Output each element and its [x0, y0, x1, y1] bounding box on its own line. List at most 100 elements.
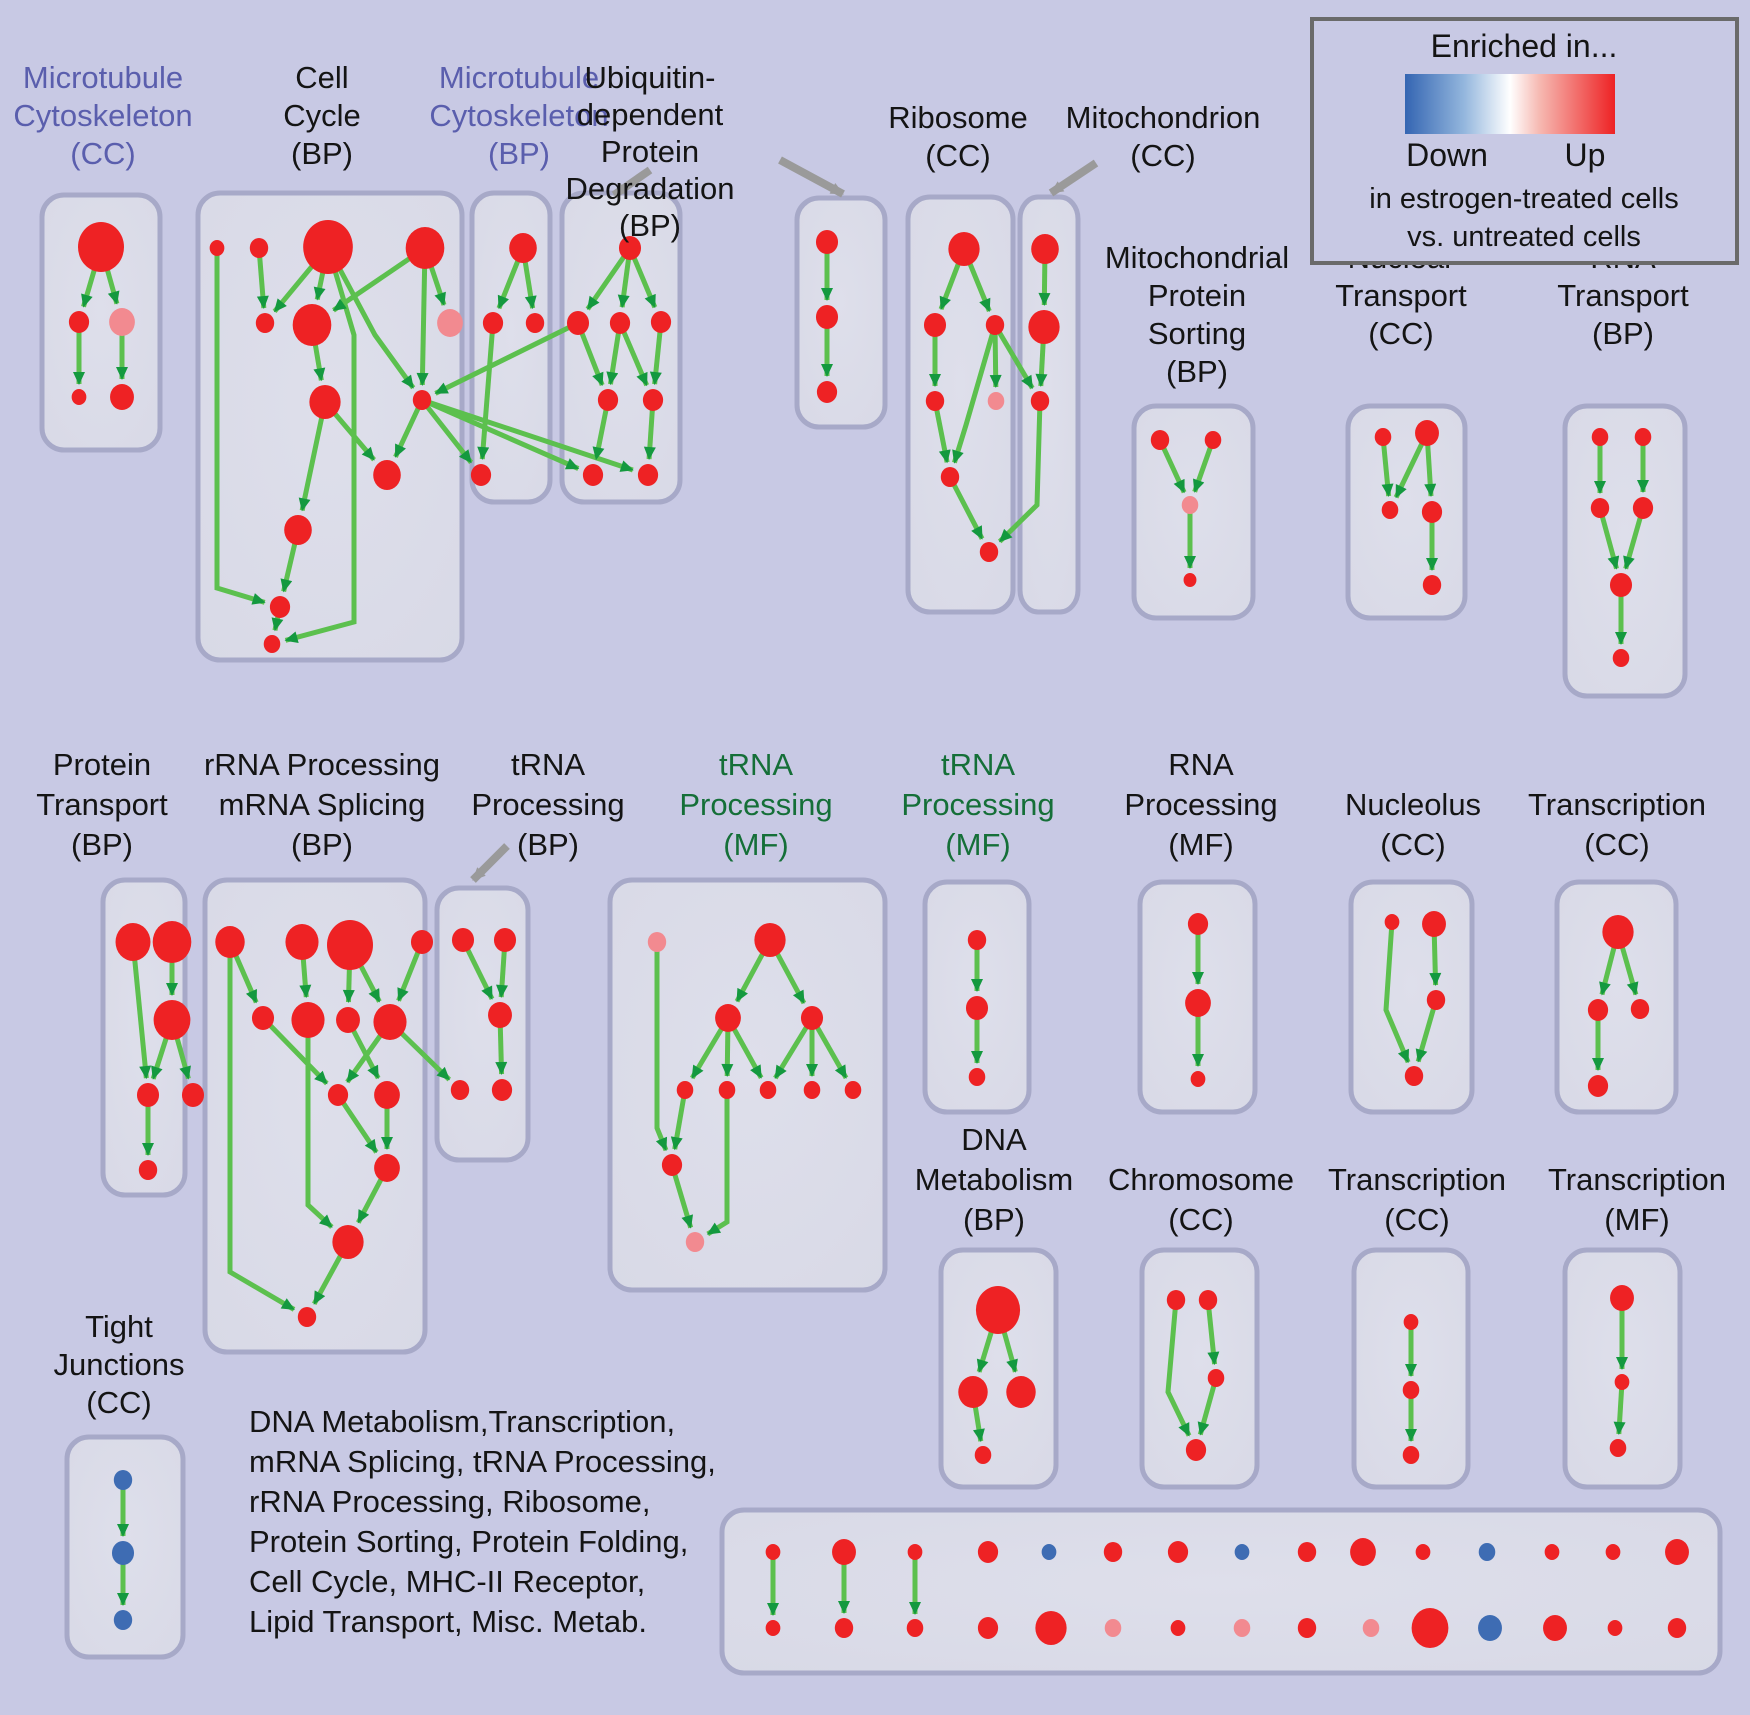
cluster-label-line: (CC) [1130, 138, 1195, 173]
go-term-node-red [1404, 1066, 1424, 1086]
go-term-node-red [136, 1083, 160, 1107]
go-term-node-pink [437, 309, 463, 337]
go-term-node-red [1402, 1381, 1420, 1399]
cluster-label-line: tRNA [719, 747, 793, 782]
cluster-label-dna-metabolism-bp: DNA Metabolism (BP) [915, 1122, 1074, 1237]
go-term-node-red [1150, 430, 1170, 450]
go-term-node-red [979, 542, 999, 562]
cluster-label-mitochondrion-cc: Mitochondrion (CC) [1066, 100, 1261, 173]
go-term-node-red [1350, 1538, 1376, 1566]
go-term-node-red [1167, 1541, 1189, 1563]
relation-edge [706, 1090, 730, 1237]
go-term-node-red [451, 928, 475, 952]
go-term-node-red [759, 1081, 777, 1099]
go-term-node-red [974, 1446, 992, 1464]
relation-edge [335, 1093, 379, 1154]
cluster-label-line: rRNA Processing [204, 747, 440, 782]
cluster-label-line: Microtubule [23, 60, 183, 95]
relation-edge [1380, 436, 1394, 498]
go-term-node-blue [113, 1470, 133, 1490]
relation-edge [325, 245, 416, 390]
go-term-node-red [209, 240, 225, 256]
cluster-label-line: Processing [1124, 787, 1277, 822]
relation-edge [773, 1016, 815, 1080]
cluster-label-line: (CC) [1584, 827, 1649, 862]
cluster-label-line: (BP) [488, 136, 550, 171]
cluster-label-line: (BP) [291, 827, 353, 862]
relation-edge [130, 941, 152, 1080]
go-term-node-red [1103, 1542, 1123, 1562]
cluster-label-line: (CC) [925, 138, 990, 173]
cluster-label-rrna-processing-mrna-splicing-bp: rRNA Processing mRNA Splicing (BP) [204, 747, 440, 862]
go-term-node-red [1030, 391, 1050, 411]
relation-edge [585, 246, 633, 311]
cluster-label-line: tRNA [941, 747, 1015, 782]
relation-edge [1165, 1299, 1192, 1437]
go-term-node-red [327, 920, 373, 970]
go-term-node-pink [1104, 1619, 1122, 1637]
cluster-label-line: (CC) [1368, 316, 1433, 351]
relation-edge [477, 322, 496, 461]
go-term-node-red [1185, 989, 1211, 1017]
go-term-node-red [1612, 649, 1630, 667]
go-term-node-red [251, 1006, 275, 1030]
go-term-node-red [269, 596, 291, 618]
go-term-node-red [609, 312, 631, 334]
go-term-node-red [249, 238, 269, 258]
go-term-node-red [985, 315, 1005, 335]
cluster-label-line: Cycle [283, 98, 361, 133]
cluster-box-chromosome [1139, 1247, 1260, 1490]
cluster-label-line: Transport [1335, 278, 1467, 313]
go-term-node-red [1031, 234, 1059, 264]
go-term-node-red [958, 1376, 988, 1408]
go-term-node-blue [1478, 1543, 1496, 1561]
go-term-node-pink [685, 1232, 705, 1252]
go-term-node-red [309, 385, 341, 419]
go-term-node-red [967, 930, 987, 950]
go-term-node-red [1667, 1618, 1687, 1638]
go-term-node-red [1006, 1376, 1036, 1408]
cluster-label-cell-cycle-bp: Cell Cycle (BP) [283, 60, 361, 171]
cluster-label-line: Protein [53, 747, 151, 782]
go-term-node-red [1614, 1374, 1630, 1390]
cluster-label-line: DNA [961, 1122, 1027, 1157]
cluster-box-trna-bp [434, 885, 531, 1163]
cluster-label-transcription-mf: Transcription (MF) [1548, 1162, 1726, 1237]
relation-edge [214, 248, 266, 605]
cluster-label-line: Junctions [54, 1347, 185, 1382]
cluster-label-line: (MF) [1168, 827, 1233, 862]
go-term-node-red [470, 464, 492, 486]
legend-subtitle: in estrogen-treated cells [1369, 183, 1679, 215]
go-term-node-red [582, 464, 604, 486]
go-term-node-red [715, 1004, 741, 1032]
go-term-node-red [1183, 573, 1197, 587]
relation-edge [1197, 1377, 1219, 1436]
cluster-label-chromosome-cc: Chromosome (CC) [1108, 1162, 1294, 1237]
go-term-node-red [1422, 575, 1442, 595]
relation-edge [952, 324, 998, 464]
go-term-node-red [844, 1081, 862, 1099]
go-term-node-pink [109, 308, 135, 336]
caption-line: mRNA Splicing, tRNA Processing, [249, 1444, 716, 1479]
go-term-node-red [816, 381, 838, 403]
relation-edge [1415, 999, 1439, 1063]
cluster-label-line: Protein [601, 134, 699, 169]
label-pointer-arrow [778, 156, 845, 198]
cluster-label-rna-processing-mf: RNA Processing (MF) [1124, 747, 1277, 862]
go-term-node-red [637, 464, 659, 486]
cluster-label-transcription-cc-2: Transcription (CC) [1328, 1162, 1506, 1237]
go-term-node-blue [1234, 1544, 1250, 1560]
cluster-label-line: (BP) [963, 1202, 1025, 1237]
go-term-node-red [1630, 999, 1650, 1019]
go-term-node-red [152, 921, 192, 963]
go-term-node-red [284, 515, 312, 545]
go-term-node-red [1028, 310, 1060, 344]
go-term-node-red [907, 1544, 923, 1560]
go-term-node-red [661, 1154, 683, 1176]
go-term-node-red [1609, 573, 1633, 597]
go-term-node-red [925, 391, 945, 411]
go-term-node-red [488, 1002, 512, 1028]
relation-edge [434, 320, 580, 396]
go-term-node-red [803, 1081, 821, 1099]
